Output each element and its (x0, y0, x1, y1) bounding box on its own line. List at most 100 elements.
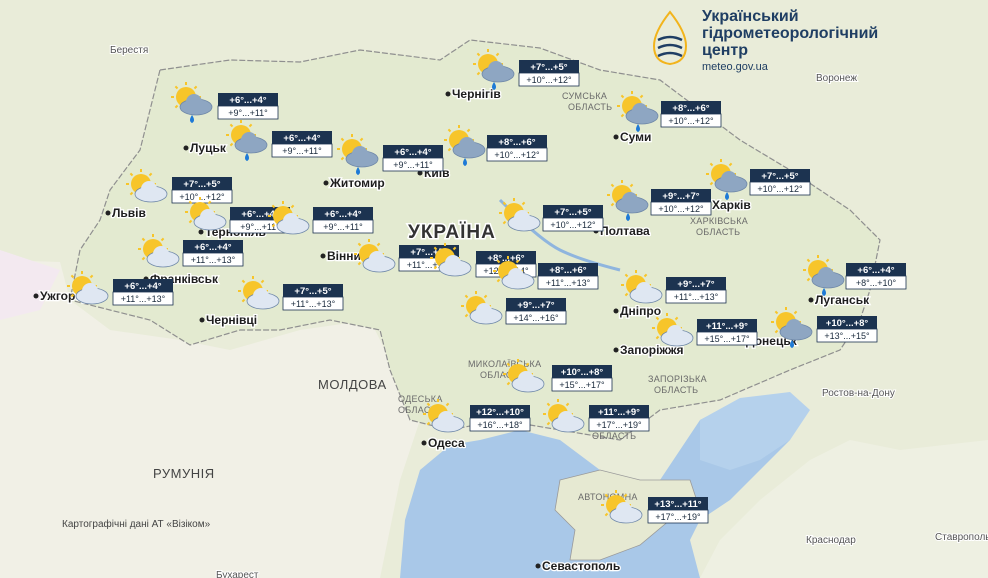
badge-day (588, 417, 650, 432)
badge-night (543, 205, 603, 218)
night-temp: +11°...+9° (706, 321, 748, 332)
forecast: +6°...+4° +11°...+13° (138, 234, 244, 268)
sun-ray (610, 202, 615, 207)
cloud (518, 371, 534, 387)
badge-night (113, 279, 173, 292)
night-temp: +7°...+5° (530, 62, 567, 73)
cloud (200, 209, 216, 225)
forecast: +7°...+5° +11°...+13° (238, 276, 344, 311)
city-label: Житомир (329, 176, 385, 190)
cloud (476, 303, 492, 319)
sun-ray (340, 137, 345, 142)
badge-night (218, 93, 278, 106)
country-label: МОЛДОВА (318, 377, 387, 392)
badge-day (845, 275, 907, 290)
city-label: Одеса (428, 436, 465, 450)
sun-ray (506, 381, 511, 386)
day-temp: +11°...+13° (191, 255, 236, 265)
sun-ray (806, 258, 811, 263)
sun-ray (241, 298, 246, 303)
cloud (186, 94, 202, 110)
russia-south-land (700, 440, 988, 578)
sun-ray (141, 256, 146, 261)
region-label: СУМСЬКА (562, 91, 607, 101)
sun-ray (359, 137, 364, 142)
sun-ray (774, 329, 779, 334)
badge-day (182, 252, 244, 267)
night-temp: +6°...+4° (283, 133, 320, 144)
city-label: Запоріжжя (620, 343, 683, 357)
day-temp: +10°...+12° (757, 184, 803, 194)
raindrop (725, 192, 729, 200)
region-label: ОБЛАСТЬ (398, 405, 442, 415)
cloud (514, 210, 530, 226)
day-temp: +15°...+17° (704, 334, 750, 344)
sun-ray (129, 172, 134, 177)
night-temp: +9°...+7° (517, 300, 554, 311)
sun-ray (655, 335, 660, 340)
badge-day (650, 201, 712, 216)
sun-ray (426, 402, 431, 407)
forecast: +7°...+5° +10°...+12° (126, 169, 233, 204)
city-dot (613, 308, 619, 314)
night-temp: +6°...+4° (229, 95, 266, 106)
night-temp: +13°...+11° (654, 499, 701, 510)
logo-line: Український (702, 8, 799, 25)
sun-ray (70, 274, 75, 279)
sun-ray (433, 246, 438, 251)
sun-ray (629, 183, 634, 188)
sun-ray (709, 181, 714, 186)
badge-day (312, 219, 374, 234)
forecast: +7°...+5° +10°...+12° (706, 159, 811, 200)
sun-ray (148, 172, 153, 177)
sun-ray (546, 402, 551, 407)
sun-ray (193, 85, 198, 90)
badge-day (749, 181, 811, 196)
sun-ray (447, 147, 452, 152)
night-temp: +6°...+4° (324, 209, 361, 220)
badge-day (518, 72, 580, 87)
sun-ray (806, 277, 811, 282)
sun-ray (496, 278, 501, 283)
logo-line: гідрометеорологічний (702, 25, 879, 42)
sun-ray (466, 128, 471, 133)
sun-ray (271, 204, 276, 209)
forecast: +9°...+7° +10°...+12° (607, 180, 712, 221)
day-temp: +10°...+12° (550, 220, 596, 230)
sun-ray (260, 279, 265, 284)
night-temp: +6°...+4° (124, 281, 161, 292)
sun-ray (188, 200, 193, 205)
badge-night (476, 251, 536, 264)
badge-day (542, 217, 604, 232)
cloud (508, 268, 524, 284)
raindrop (492, 82, 496, 90)
night-temp: +7°...+5° (410, 247, 447, 258)
badge-day (382, 157, 444, 172)
sun-ray (174, 85, 179, 90)
city-dot (417, 170, 423, 176)
sun-ray (229, 123, 234, 128)
raindrop (790, 340, 794, 348)
day-temp: +11°...+13° (546, 278, 591, 288)
badge-day (551, 377, 613, 392)
azov-sea (700, 392, 810, 470)
city-label: Дніпро (620, 304, 661, 318)
region-label: АВТОНОМНА (578, 492, 638, 502)
raindrop (636, 124, 640, 132)
sun-ray (241, 279, 246, 284)
night-temp: +6°...+4° (394, 147, 431, 158)
logo-line: центр (702, 42, 749, 59)
sun-ray (340, 156, 345, 161)
sun-ray (655, 316, 660, 321)
raindrop (822, 288, 826, 296)
city-label: Харків (712, 198, 751, 212)
cloud (721, 171, 737, 187)
badge-day (282, 296, 344, 311)
sun-ray (604, 512, 609, 517)
raindrop (463, 158, 467, 166)
sun-ray (483, 294, 488, 299)
badge-night (697, 319, 757, 332)
sun-ray (565, 402, 570, 407)
forecast: +6°...+4° +9°...+11° (226, 120, 333, 161)
cloud (632, 103, 648, 119)
